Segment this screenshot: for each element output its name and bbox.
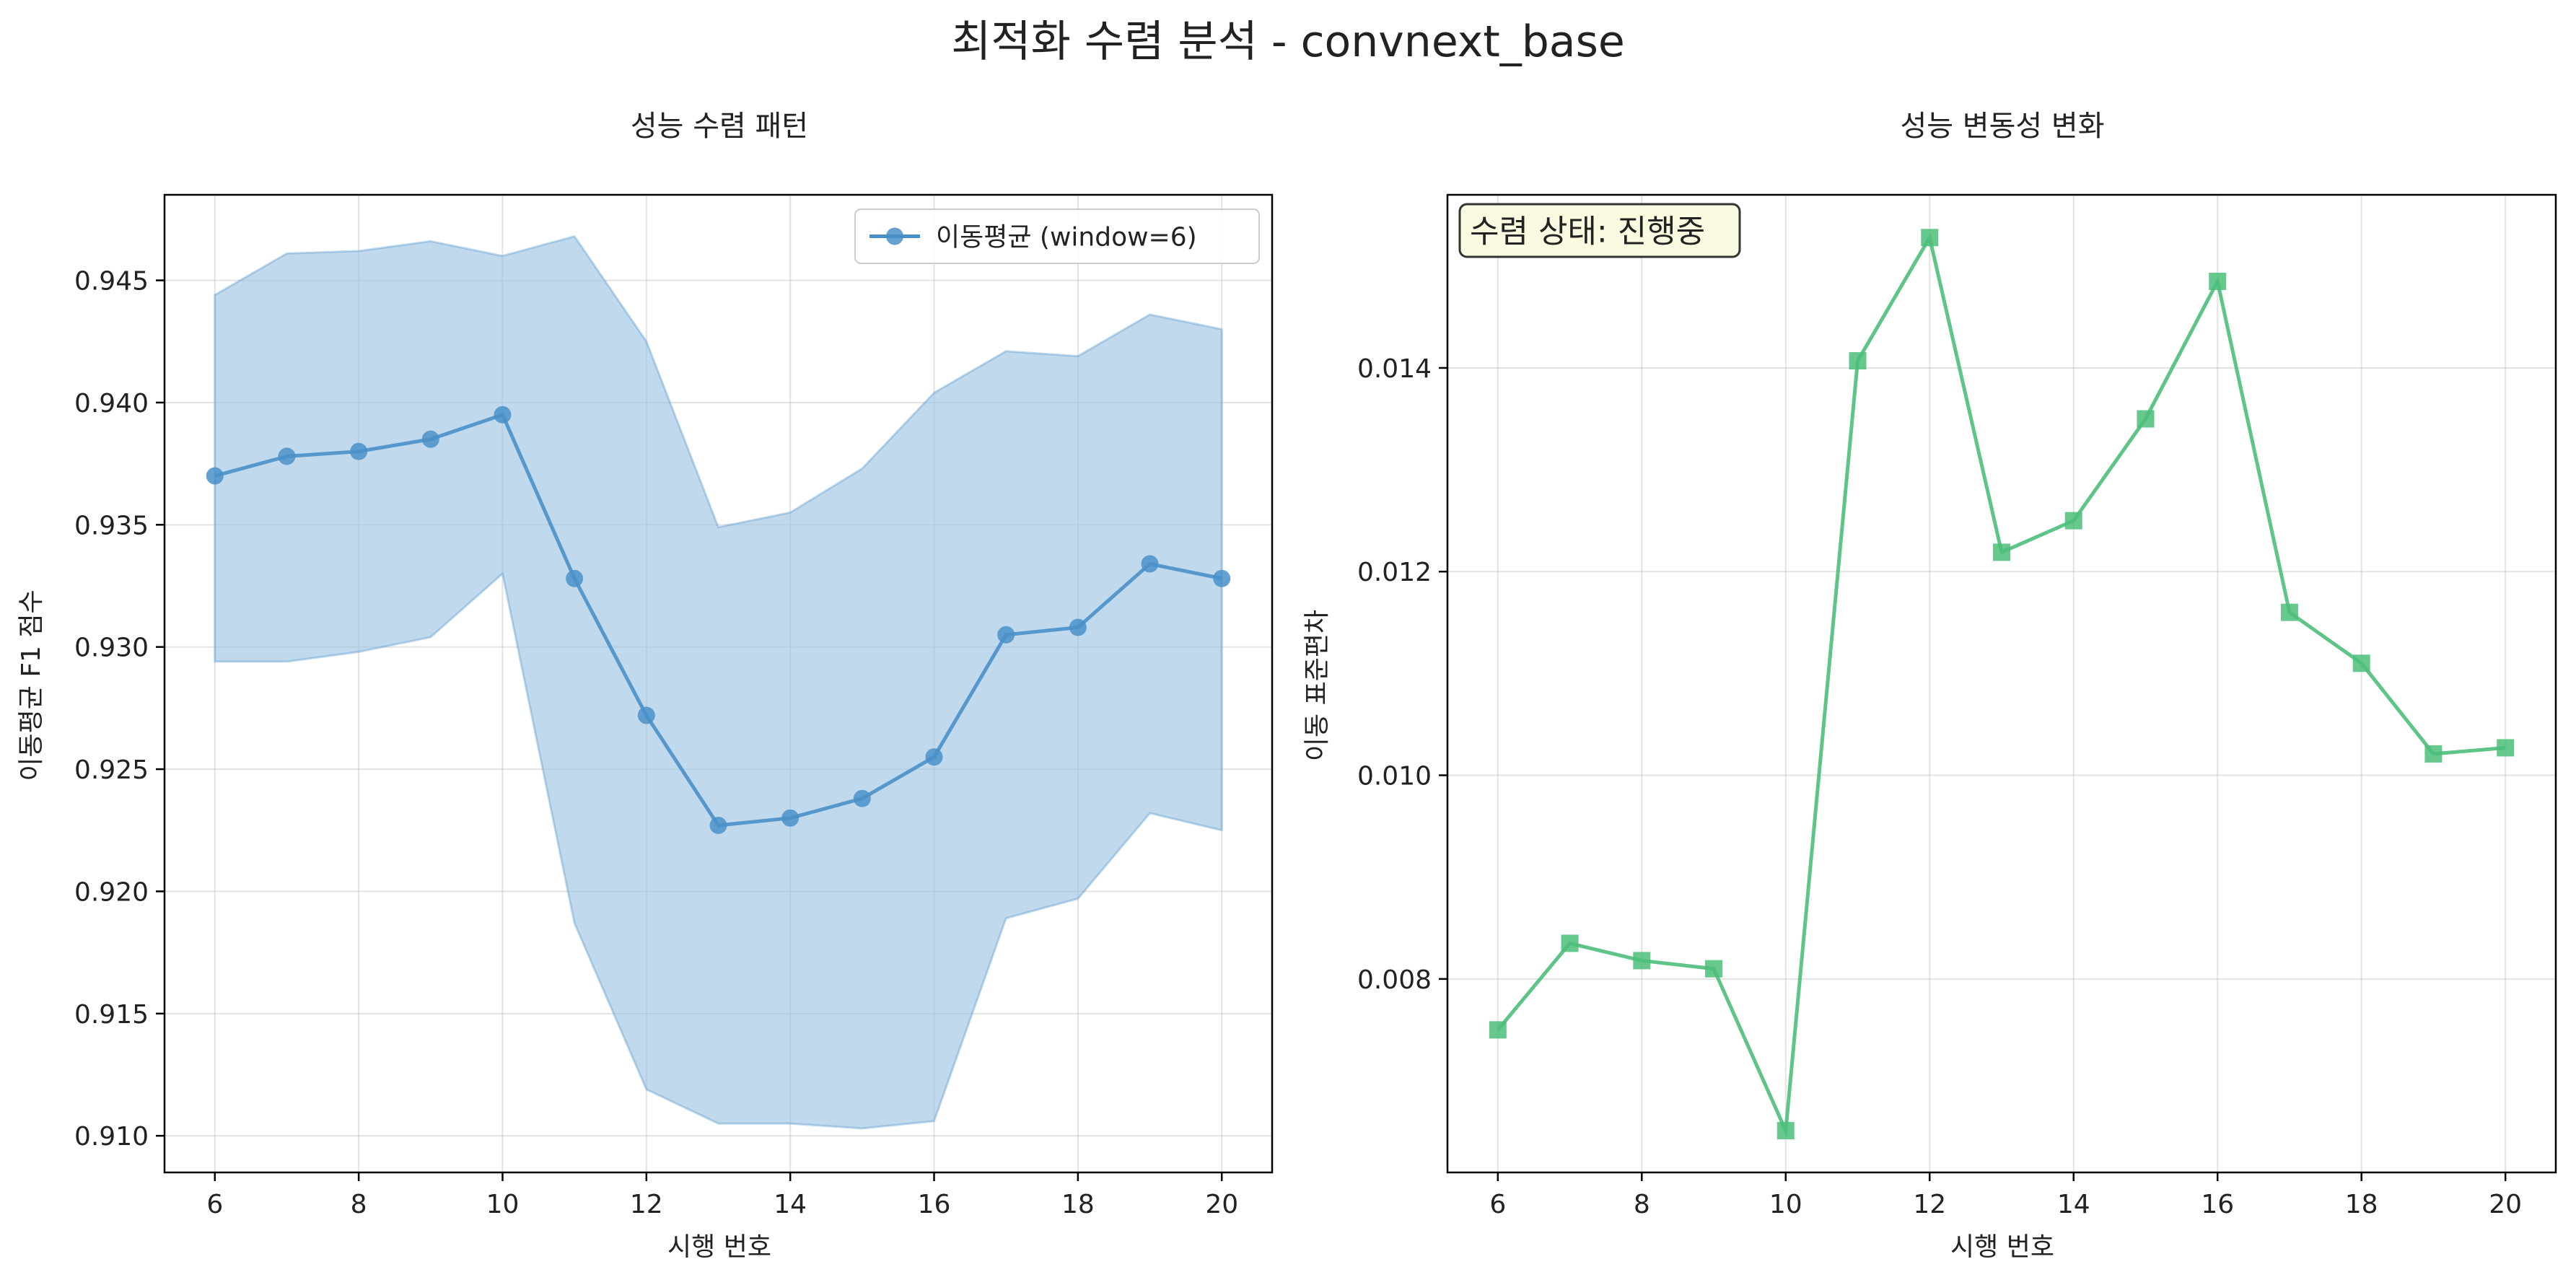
status-annotation: 수렴 상태: 진행중 xyxy=(1458,203,1741,258)
status-box xyxy=(1458,203,1741,258)
plot-frame xyxy=(1446,193,2557,1174)
data-point xyxy=(2352,654,2370,672)
data-point xyxy=(494,405,512,424)
x-tick-label: 8 xyxy=(351,1190,367,1219)
x-tick-label: 10 xyxy=(486,1190,520,1219)
x-tick-label: 16 xyxy=(2201,1190,2234,1219)
y-tick-label: 0.920 xyxy=(74,877,149,907)
x-tick-label: 10 xyxy=(1769,1190,1802,1219)
data-point xyxy=(2137,410,2155,428)
data-point xyxy=(2497,739,2515,757)
x-tick-label: 6 xyxy=(206,1190,223,1219)
plot-frame xyxy=(163,193,1274,1174)
y-tick-label: 0.925 xyxy=(74,755,149,785)
data-point xyxy=(2280,603,2298,621)
data-point xyxy=(1069,618,1087,636)
data-point xyxy=(1921,229,1939,247)
y-axis-label: 이동평균 F1 점수 xyxy=(17,589,46,781)
y-tick-label: 0.008 xyxy=(1357,965,1432,995)
x-tick-label: 16 xyxy=(918,1190,951,1219)
volatility-panel: 성능 변동성 변화 6 8 10 12 14 16 18 20 0.008 0.010 0.012… xyxy=(1302,110,2557,1262)
y-tick-label: 0.930 xyxy=(74,633,149,663)
x-tick-label: 20 xyxy=(1205,1190,1238,1219)
x-tick-label: 18 xyxy=(1061,1190,1095,1219)
data-point xyxy=(350,442,368,460)
y-tick-label: 0.945 xyxy=(74,267,149,297)
data-point xyxy=(1633,952,1651,970)
x-tick-label: 14 xyxy=(774,1190,807,1219)
data-point xyxy=(637,706,655,724)
data-point xyxy=(1489,1021,1507,1039)
data-point xyxy=(1993,543,2010,561)
data-point xyxy=(925,748,943,766)
y-tick-label: 0.012 xyxy=(1357,558,1432,587)
data-point xyxy=(1561,934,1579,952)
figure-title: 최적화 수렴 분석 - convnext_base xyxy=(951,17,1625,67)
y-tick-label: 0.014 xyxy=(1357,354,1432,384)
data-point xyxy=(997,626,1015,644)
legend-box xyxy=(854,209,1260,264)
legend-label: 이동평균 (window=6) xyxy=(936,223,1197,253)
data-point xyxy=(1705,960,1723,978)
data-point xyxy=(2424,745,2443,763)
y-tick-label: 0.910 xyxy=(74,1122,149,1152)
data-point xyxy=(421,430,439,448)
panel-title: 성능 수렴 패턴 xyxy=(631,110,808,143)
x-tick-label: 8 xyxy=(1634,1190,1650,1219)
legend: 이동평균 (window=6) xyxy=(854,209,1260,264)
y-tick-label: 0.010 xyxy=(1357,762,1432,791)
series-line xyxy=(1496,232,2506,1138)
data-point xyxy=(2064,512,2082,530)
x-axis-label: 시행 번호 xyxy=(1950,1232,2054,1262)
data-point xyxy=(1213,569,1231,587)
x-axis-label: 시행 번호 xyxy=(667,1232,771,1262)
x-tick-label: 18 xyxy=(2345,1190,2378,1219)
data-point xyxy=(1849,352,1867,370)
y-tick-label: 0.935 xyxy=(74,511,149,540)
data-point xyxy=(2209,272,2227,290)
data-point xyxy=(781,809,799,827)
y-tick-label: 0.940 xyxy=(74,389,149,418)
std-band xyxy=(214,234,1223,1130)
data-point xyxy=(853,789,871,807)
status-text: 수렴 상태: 진행중 xyxy=(1470,214,1705,250)
legend-swatch-marker xyxy=(886,227,903,245)
data-point xyxy=(1141,555,1159,573)
x-tick-label: 6 xyxy=(1489,1190,1506,1219)
data-point xyxy=(1777,1122,1795,1140)
convergence-panel: 성능 수렴 패턴 6 8 10 12 14 16 18 20 0.910 0.915 0.920 0… xyxy=(17,110,1274,1262)
y-axis-label: 이동 표준편차 xyxy=(1302,610,1332,761)
x-tick-label: 12 xyxy=(1913,1190,1946,1219)
data-point xyxy=(566,569,584,587)
x-tick-label: 12 xyxy=(630,1190,663,1219)
panel-title: 성능 변동성 변화 xyxy=(1900,110,2104,143)
x-tick-label: 20 xyxy=(2489,1190,2522,1219)
data-point xyxy=(709,816,727,834)
x-tick-label: 14 xyxy=(2057,1190,2090,1219)
data-point xyxy=(206,467,224,485)
y-tick-label: 0.915 xyxy=(74,1000,149,1030)
data-point xyxy=(278,447,296,465)
